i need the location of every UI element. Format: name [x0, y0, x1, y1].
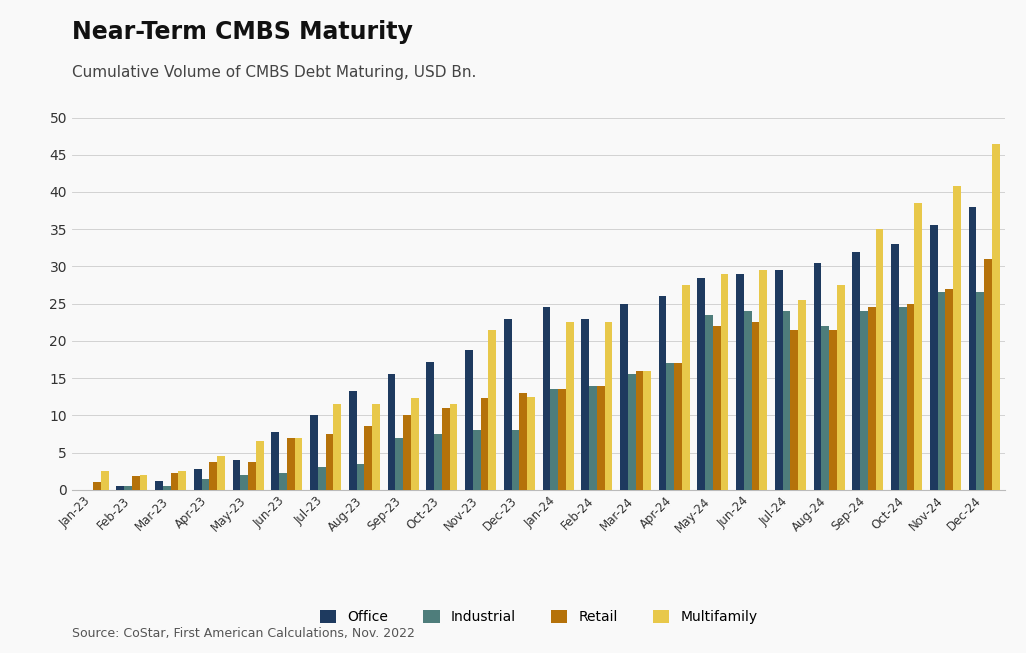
Bar — [752, 323, 759, 490]
Bar — [233, 460, 240, 490]
Bar — [480, 398, 488, 490]
Bar — [512, 430, 519, 490]
Bar — [271, 432, 279, 490]
Bar — [977, 293, 984, 490]
Bar — [364, 426, 372, 490]
Bar — [140, 475, 148, 490]
Bar — [899, 308, 907, 490]
Bar — [565, 323, 574, 490]
Bar — [201, 479, 209, 490]
Bar — [698, 278, 705, 490]
Bar — [248, 462, 255, 490]
Bar — [737, 274, 744, 490]
Text: Cumulative Volume of CMBS Debt Maturing, USD Bn.: Cumulative Volume of CMBS Debt Maturing,… — [72, 65, 476, 80]
Bar — [892, 244, 899, 490]
Bar — [449, 404, 458, 490]
Bar — [620, 304, 628, 490]
Bar — [790, 330, 798, 490]
Bar — [589, 385, 597, 490]
Bar — [294, 438, 303, 490]
Bar — [992, 144, 999, 490]
Bar — [953, 186, 961, 490]
Bar — [434, 434, 442, 490]
Bar — [388, 374, 395, 490]
Bar — [628, 374, 635, 490]
Bar — [667, 363, 674, 490]
Bar — [255, 441, 264, 490]
Bar — [179, 471, 186, 490]
Bar — [720, 274, 728, 490]
Bar — [318, 468, 325, 490]
Bar — [550, 389, 558, 490]
Bar — [504, 319, 512, 490]
Bar — [604, 323, 613, 490]
Bar — [907, 304, 914, 490]
Bar — [775, 270, 783, 490]
Bar — [527, 396, 535, 490]
Bar — [442, 408, 449, 490]
Bar — [837, 285, 844, 490]
Bar — [279, 473, 287, 490]
Bar — [209, 462, 218, 490]
Bar — [372, 404, 380, 490]
Bar — [659, 296, 667, 490]
Bar — [868, 308, 876, 490]
Bar — [713, 326, 720, 490]
Bar — [488, 330, 496, 490]
Bar — [822, 326, 829, 490]
Bar — [969, 207, 977, 490]
Bar — [519, 393, 527, 490]
Bar — [473, 430, 480, 490]
Legend: Office, Industrial, Retail, Multifamily: Office, Industrial, Retail, Multifamily — [320, 611, 757, 624]
Bar — [705, 315, 713, 490]
Bar — [132, 476, 140, 490]
Bar — [410, 398, 419, 490]
Bar — [938, 293, 945, 490]
Bar — [155, 481, 163, 490]
Bar — [984, 259, 992, 490]
Bar — [240, 475, 248, 490]
Bar — [170, 473, 179, 490]
Bar — [829, 330, 837, 490]
Bar — [93, 483, 101, 490]
Bar — [543, 308, 550, 490]
Bar — [287, 438, 294, 490]
Bar — [597, 385, 604, 490]
Bar — [124, 486, 132, 490]
Bar — [582, 319, 589, 490]
Bar — [310, 415, 318, 490]
Bar — [930, 225, 938, 490]
Bar — [465, 350, 473, 490]
Text: Near-Term CMBS Maturity: Near-Term CMBS Maturity — [72, 20, 412, 44]
Bar — [116, 486, 124, 490]
Bar — [860, 311, 868, 490]
Bar — [325, 434, 333, 490]
Bar — [945, 289, 953, 490]
Bar — [194, 469, 201, 490]
Bar — [814, 263, 822, 490]
Bar — [744, 311, 752, 490]
Bar — [218, 456, 225, 490]
Bar — [914, 203, 922, 490]
Bar — [798, 300, 806, 490]
Bar — [853, 251, 860, 490]
Bar — [643, 371, 652, 490]
Bar — [635, 371, 643, 490]
Bar — [682, 285, 689, 490]
Bar — [558, 389, 565, 490]
Bar — [395, 438, 403, 490]
Bar — [403, 415, 410, 490]
Bar — [876, 229, 883, 490]
Bar — [101, 471, 109, 490]
Bar — [357, 464, 364, 490]
Bar — [163, 486, 170, 490]
Bar — [333, 404, 341, 490]
Bar — [674, 363, 682, 490]
Bar — [426, 362, 434, 490]
Bar — [783, 311, 790, 490]
Bar — [349, 392, 357, 490]
Bar — [759, 270, 767, 490]
Text: Source: CoStar, First American Calculations, Nov. 2022: Source: CoStar, First American Calculati… — [72, 627, 415, 640]
